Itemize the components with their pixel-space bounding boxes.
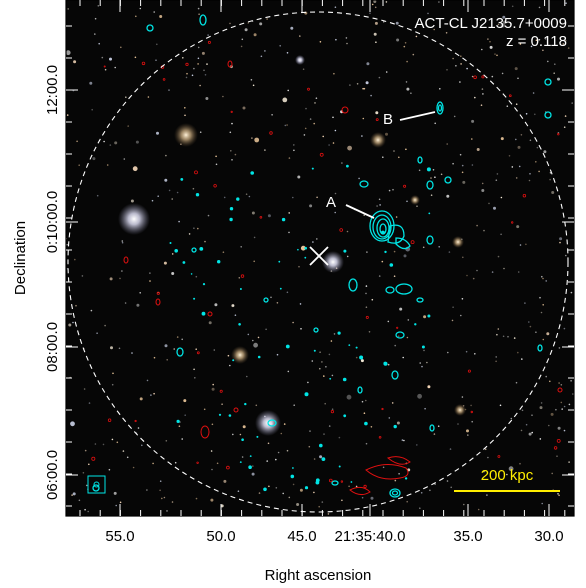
radio-contour-specks	[169, 164, 431, 492]
beam-box	[87, 475, 106, 494]
y-axis-label: Declination	[12, 221, 29, 295]
x-tick-label: 50.0	[206, 528, 235, 545]
negative-contours	[123, 60, 563, 496]
x-tick-label: 30.0	[534, 528, 563, 545]
cluster-name: ACT-CL J2135.7+0009	[415, 15, 567, 32]
y-tick-label: 06:00.0	[44, 450, 61, 500]
x-tick-label: 45.0	[287, 528, 316, 545]
negative-contour-specks	[91, 40, 561, 488]
source-b-pointer	[399, 111, 436, 121]
field-circle	[67, 11, 569, 513]
redshift-label: z = 0.118	[506, 33, 567, 50]
cluster-center-cross	[309, 246, 329, 266]
bright-galaxy	[452, 236, 464, 248]
bright-galaxy	[454, 404, 466, 416]
beam-ellipse	[93, 481, 100, 488]
scale-bar-label: 200 kpc	[481, 467, 534, 484]
y-tick-label: 08:00.0	[44, 322, 61, 372]
x-tick-label: 35.0	[453, 528, 482, 545]
bright-galaxy	[231, 346, 249, 364]
bright-star	[322, 251, 344, 273]
y-tick-label: 12:00.0	[44, 65, 61, 115]
x-tick-label: 21:35:40.0	[335, 528, 406, 545]
bright-galaxy	[174, 123, 198, 147]
source-b-label: B	[383, 111, 393, 128]
bright-galaxy	[370, 132, 386, 148]
radio-contours	[92, 14, 552, 498]
x-tick-label: 55.0	[105, 528, 134, 545]
bright-star	[118, 203, 150, 235]
y-tick-label: 0:10:00.0	[44, 191, 61, 254]
bright-star	[295, 55, 305, 65]
star-field	[66, 0, 574, 515]
plot-frame	[65, 0, 575, 517]
source-a-label: A	[326, 194, 336, 211]
x-axis-label: Right ascension	[265, 567, 372, 584]
source-a-pointer	[345, 204, 375, 219]
bright-galaxy	[410, 195, 420, 205]
axis-ticks	[66, 0, 574, 516]
y-tick-labels: 12:00.0 0:10:00.0 08:00.0 06:00.0	[44, 65, 61, 500]
x-tick-labels: 55.0 50.0 45.0 21:35:40.0 35.0 30.0	[105, 528, 563, 545]
